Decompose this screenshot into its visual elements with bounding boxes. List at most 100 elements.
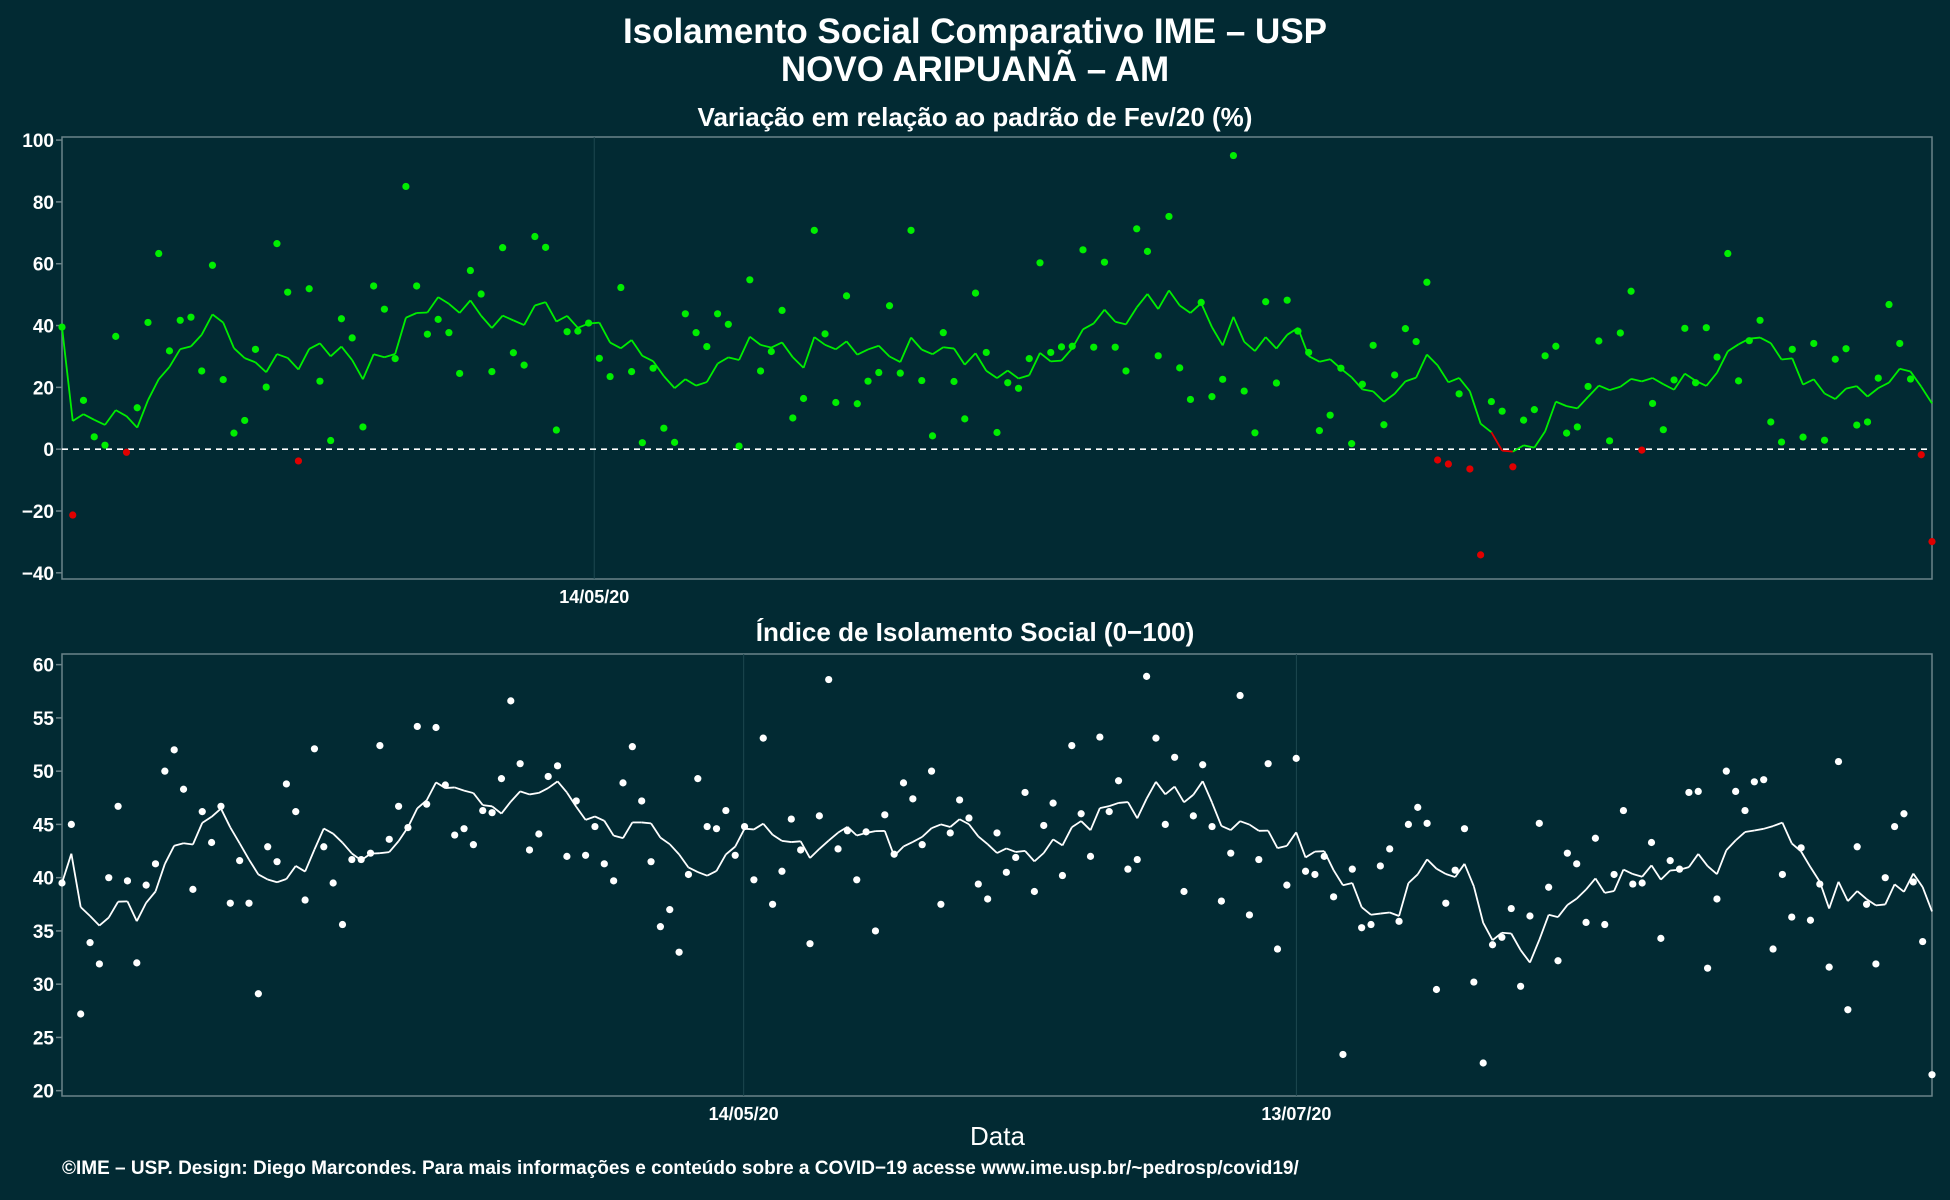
moving-average-segment: [1866, 898, 1877, 907]
moving-average-segment: [974, 352, 988, 372]
moving-average-segment: [609, 341, 622, 350]
moving-average-segment: [220, 808, 232, 828]
moving-average-segment: [1630, 378, 1643, 383]
data-point: [1176, 364, 1184, 372]
moving-average-segment: [1502, 449, 1513, 453]
data-point: [1283, 296, 1291, 304]
data-point: [1197, 298, 1205, 306]
data-point: [1165, 212, 1173, 221]
data-point: [993, 428, 1001, 437]
moving-average-segment: [1576, 396, 1589, 409]
moving-average-segment: [158, 366, 171, 380]
moving-average-segment: [257, 873, 269, 881]
moving-average-segment: [125, 415, 138, 429]
moving-average-segment: [1108, 802, 1119, 808]
data-point: [1111, 343, 1119, 351]
data-point: [1036, 259, 1044, 267]
moving-average-segment: [1899, 367, 1911, 373]
data-point: [950, 377, 958, 386]
data-point: [101, 441, 109, 449]
data-point: [628, 743, 636, 751]
data-point: [1423, 278, 1431, 286]
data-point: [595, 354, 603, 362]
data-point: [90, 433, 98, 441]
moving-average-segment: [684, 378, 697, 387]
moving-average-segment: [164, 845, 176, 865]
moving-average-segment: [267, 878, 278, 884]
moving-average-segment: [145, 890, 157, 904]
moving-average-segment: [1082, 322, 1095, 331]
data-point: [899, 779, 908, 787]
data-point: [1582, 918, 1590, 926]
moving-average-segment: [620, 339, 633, 350]
data-point: [1229, 151, 1238, 160]
data-point: [1047, 348, 1055, 357]
moving-average-segment: [1763, 825, 1774, 830]
moving-average-segment: [1501, 931, 1512, 935]
moving-average-segment: [1781, 822, 1793, 844]
moving-average-segment: [83, 413, 95, 421]
moving-average-segment: [351, 359, 364, 380]
data-point: [305, 285, 313, 293]
data-point: [1487, 397, 1495, 406]
moving-average-segment: [295, 865, 306, 873]
moving-average-segment: [828, 831, 839, 842]
moving-average-segment: [319, 342, 332, 357]
moving-average-segment: [799, 840, 811, 859]
data-point: [1756, 316, 1764, 324]
data-point: [1724, 249, 1732, 258]
moving-average-segment: [373, 353, 385, 359]
moving-average-segment: [1015, 849, 1026, 853]
data-point: [320, 843, 328, 851]
moving-average-segment: [1006, 847, 1017, 853]
data-point: [1509, 463, 1517, 471]
data-point: [627, 368, 636, 376]
y-tick-label: 60: [33, 656, 54, 677]
moving-average-segment: [61, 853, 73, 884]
moving-average-segment: [519, 790, 530, 796]
moving-average-segment: [1454, 863, 1466, 878]
moving-average-segment: [1155, 781, 1167, 795]
data-point: [217, 802, 225, 810]
moving-average-segment: [1735, 831, 1746, 842]
data-point: [937, 900, 945, 908]
data-point: [1294, 327, 1302, 335]
moving-average-segment: [510, 790, 521, 803]
data-point: [531, 232, 539, 241]
moving-average-segment: [663, 375, 676, 389]
moving-average-segment: [136, 399, 149, 429]
data-point: [1262, 298, 1270, 306]
x-tick-label: 13/07/20: [1261, 1104, 1331, 1124]
data-point: [552, 426, 560, 434]
moving-average-segment: [1716, 849, 1728, 875]
moving-average-segment: [813, 336, 826, 346]
moving-average-segment: [943, 346, 955, 350]
data-point: [1825, 963, 1833, 971]
moving-average-segment: [760, 344, 772, 349]
data-point: [713, 310, 722, 318]
data-point: [638, 797, 646, 805]
x-tick-label: 14/05/20: [709, 1104, 779, 1124]
moving-average-segment: [416, 311, 428, 314]
data-point: [1573, 860, 1581, 868]
moving-average-segment: [1050, 359, 1062, 363]
x-tick-label: 14/05/20: [559, 587, 629, 607]
moving-average-segment: [1028, 352, 1041, 376]
y-tick-label: 40: [33, 317, 54, 338]
panel-variation: 14/05/20 100 80 60 40 20 0 −20 −40: [22, 131, 1936, 607]
data-point: [1315, 427, 1324, 435]
moving-average-segment: [534, 301, 546, 307]
moving-average-segment: [697, 871, 708, 877]
moving-average-segment: [1837, 881, 1849, 902]
data-point: [1068, 741, 1076, 750]
data-point: [456, 369, 464, 378]
data-point: [1273, 945, 1282, 953]
moving-average-segment: [500, 801, 512, 815]
moving-average-segment: [1587, 384, 1600, 398]
data-point: [161, 767, 169, 775]
data-point: [376, 741, 384, 750]
data-point: [236, 857, 244, 865]
moving-average-segment: [566, 791, 578, 808]
moving-average-segment: [1295, 832, 1307, 858]
moving-average-segment: [1145, 781, 1157, 800]
